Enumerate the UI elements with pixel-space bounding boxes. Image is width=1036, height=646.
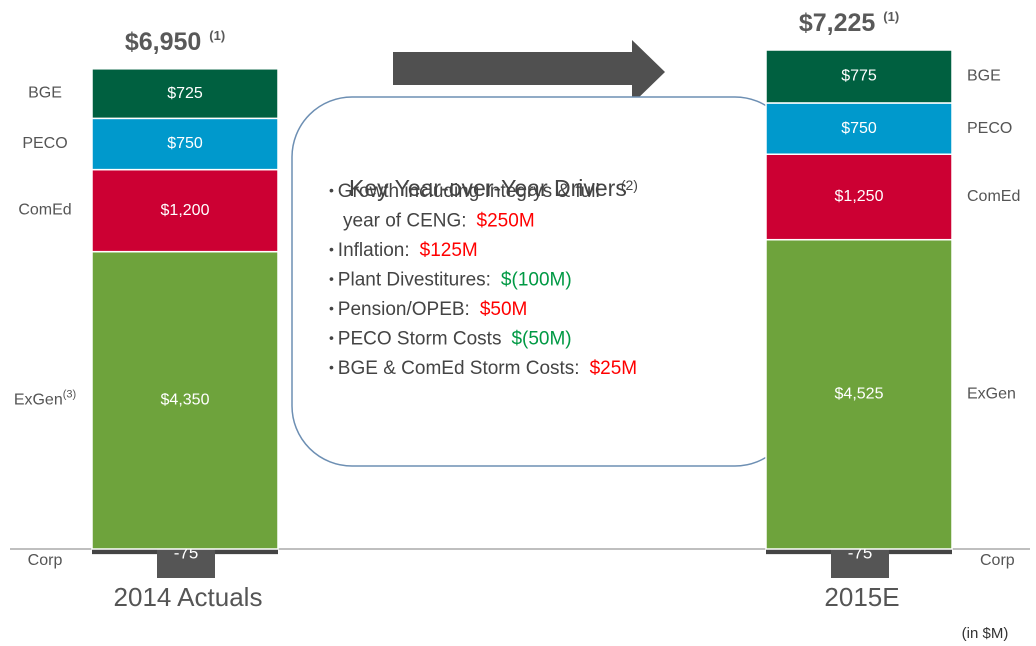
driver-label: BGE & ComEd Storm Costs: [338, 358, 580, 379]
series-label: PECO [22, 135, 67, 152]
bullet: • [329, 329, 338, 345]
bar-segment [765, 102, 953, 155]
driver-amount: $125M [420, 240, 478, 261]
series-label: Corp [980, 552, 1015, 569]
driver-label: PECO Storm Costs [338, 329, 502, 350]
driver-item: • Growth including Integrys & full [329, 181, 600, 202]
series-name: PECO [22, 135, 67, 152]
drivers-title-text: Key Year-over-Year Drivers [349, 175, 627, 201]
total-note: (1) [209, 28, 225, 43]
series-label: Corp [28, 552, 63, 569]
value-label: $725 [167, 85, 203, 102]
series-name: ExGen [14, 392, 63, 409]
total-value: $6,950 [125, 27, 201, 55]
total-label: $7,225 (1) [799, 9, 899, 37]
bar-segment [91, 168, 279, 253]
drivers-note: (2) [621, 177, 638, 193]
value-label: $750 [841, 120, 877, 137]
driver-item: year of CENG: $250M [343, 211, 535, 232]
bullet: • [329, 270, 338, 286]
series-name: Corp [28, 552, 63, 569]
driver-item: • PECO Storm Costs $(50M) [329, 329, 572, 350]
series-label: BGE [28, 85, 62, 102]
driver-amount: $25M [590, 358, 638, 379]
footnote: (3) [63, 388, 76, 400]
x-tick-label: 2014 Actuals [114, 582, 263, 612]
bar-segment [765, 49, 953, 104]
bullet: • [329, 182, 338, 198]
driver-label: Plant Divestitures: [338, 270, 491, 291]
series-name: ComEd [18, 202, 71, 219]
series-label: BGE [967, 68, 1001, 85]
total-value: $7,225 [799, 9, 876, 37]
series-name: BGE [28, 85, 62, 102]
driver-item: • Inflation: $125M [329, 240, 478, 261]
driver-amount: $250M [477, 211, 535, 232]
bar-segment [765, 238, 953, 550]
x-tick-label: 2015E [824, 582, 899, 612]
driver-label: Inflation: [338, 240, 410, 261]
driver-label: year of CENG: [343, 211, 467, 232]
series-label: ComEd [967, 188, 1020, 205]
series-label: ExGen(3) [14, 388, 76, 408]
series-label: ExGen [967, 386, 1016, 403]
driver-item: • Pension/OPEB: $50M [329, 299, 527, 320]
driver-label: Growth including Integrys & full [338, 181, 600, 202]
driver-amount: $(50M) [511, 329, 571, 350]
driver-amount: $50M [480, 299, 528, 320]
value-label: $4,350 [161, 392, 210, 409]
driver-label: Pension/OPEB: [338, 299, 470, 320]
value-label: $1,200 [161, 202, 210, 219]
arrow [393, 40, 665, 104]
driver-amount: $(100M) [501, 270, 572, 291]
series-label: ComEd [18, 202, 71, 219]
driver-item: • BGE & ComEd Storm Costs: $25M [329, 358, 637, 379]
total-label: $6,950 (1) [125, 27, 225, 55]
bar-segment [91, 68, 279, 120]
value-label: $775 [841, 68, 877, 85]
value-label: $750 [167, 135, 203, 152]
bar-segment [765, 153, 953, 241]
units-note: (in $M) [962, 625, 1009, 642]
bullet: • [329, 241, 338, 257]
bar-segment [91, 250, 279, 550]
value-label: $1,250 [835, 188, 884, 205]
bullet: • [329, 300, 338, 316]
series-label: PECO [967, 120, 1012, 137]
total-note: (1) [883, 9, 899, 24]
value-label: $4,525 [835, 386, 884, 403]
bullet: • [329, 359, 338, 375]
driver-item: • Plant Divestitures: $(100M) [329, 270, 572, 291]
drivers-title: Key Year-over-Year Drivers(2) [349, 175, 638, 201]
